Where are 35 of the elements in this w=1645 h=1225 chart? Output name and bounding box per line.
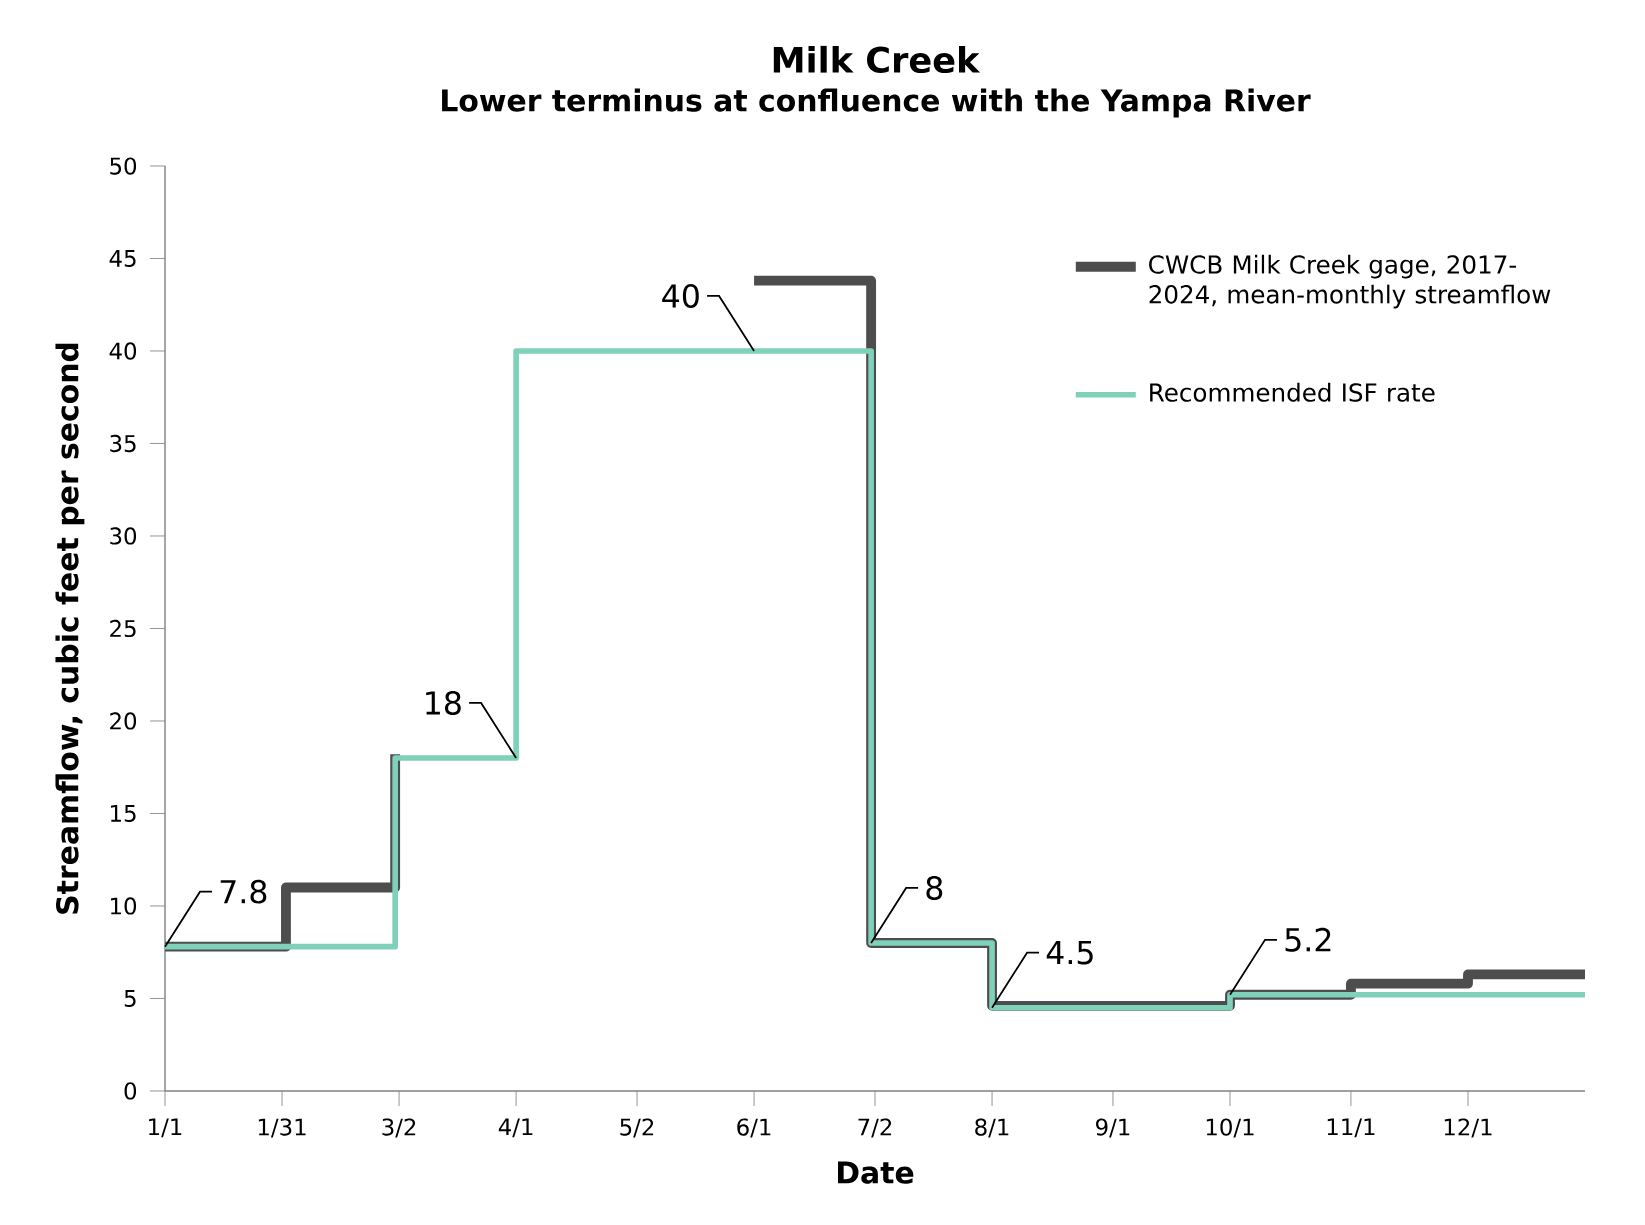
- legend-label: Recommended ISF rate: [1150, 382, 1435, 402]
- y-tick-label: 45: [109, 250, 136, 267]
- y-tick-label: 5: [124, 990, 136, 1007]
- x-tick-label: 5/2: [620, 1118, 654, 1138]
- y-tick-label: 0: [124, 1082, 137, 1100]
- x-tick-label: 9/1: [1096, 1118, 1130, 1138]
- x-tick-label: 3/2: [382, 1118, 416, 1138]
- annotation: 18: [426, 691, 461, 715]
- y-axis-title: Streamflow, cubic feet per second: [55, 343, 85, 914]
- x-tick-label: 4/1: [498, 1118, 533, 1138]
- y-tick-label: 15: [111, 805, 136, 822]
- chart-subtitle: Lower terminus at confluence with the Yampa River: [442, 88, 1311, 118]
- y-tick-label: 40: [109, 342, 137, 360]
- x-tick-label: 1/1: [149, 1118, 182, 1138]
- annotation: 4.5: [1046, 941, 1093, 965]
- annotation: 7.8: [220, 879, 267, 904]
- y-tick-label: 10: [111, 897, 137, 915]
- y-tick-label: 20: [110, 712, 137, 730]
- legend-label: CWCB Milk Creek gage, 2017-2024, mean-monthly streamflow: [1149, 254, 1551, 309]
- x-tick-label: 7/2: [858, 1118, 892, 1138]
- annotation: 8: [926, 876, 943, 900]
- annotation: 40: [662, 284, 699, 308]
- y-tick-label: 50: [110, 157, 137, 175]
- x-tick-label: 10/1: [1206, 1118, 1254, 1138]
- x-tick-label: 8/1: [975, 1118, 1009, 1138]
- x-tick-label: 6/1: [737, 1118, 771, 1138]
- chart-title: Milk Creek: [773, 45, 981, 74]
- x-tick-label: 11/1: [1327, 1118, 1375, 1138]
- annotation: 5.2: [1285, 927, 1331, 952]
- x-tick-label: 1/31: [258, 1118, 306, 1138]
- y-tick-label: 30: [110, 527, 137, 545]
- x-axis-title: Date: [838, 1161, 914, 1184]
- x-tick-label: 12/1: [1444, 1118, 1492, 1138]
- y-tick-label: 35: [110, 434, 136, 453]
- y-tick-label: 25: [110, 619, 136, 638]
